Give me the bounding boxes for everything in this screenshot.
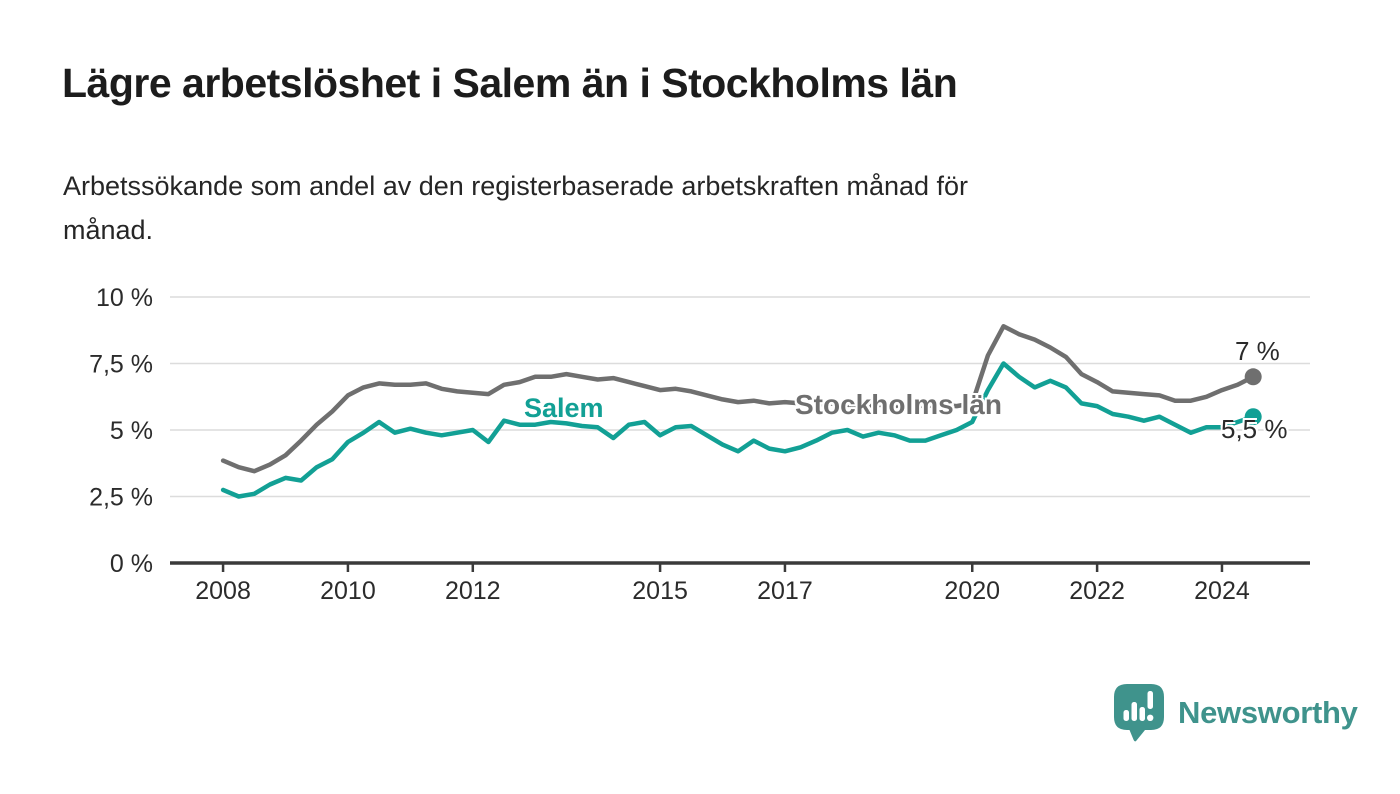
y-tick-label: 10 % bbox=[96, 284, 153, 312]
x-tick-label: 2008 bbox=[195, 577, 251, 605]
x-tick-label: 2010 bbox=[320, 577, 376, 605]
newsworthy-logo: Newsworthy bbox=[1113, 684, 1358, 742]
series-end-dot-salem bbox=[1244, 408, 1262, 426]
x-tick-label: 2015 bbox=[632, 577, 688, 605]
y-tick-label: 0 % bbox=[110, 550, 153, 578]
end-value-label-salem: 5,5 % bbox=[1221, 414, 1288, 444]
x-tick-label: 2022 bbox=[1069, 577, 1125, 605]
series-end-dot-stockholms-lan bbox=[1244, 368, 1262, 386]
y-tick-label: 5 % bbox=[110, 417, 153, 445]
x-tick-label: 2017 bbox=[757, 577, 813, 605]
y-tick-label: 7,5 % bbox=[89, 351, 153, 379]
page-title: Lägre arbetslöshet i Salem än i Stockhol… bbox=[62, 60, 958, 106]
x-tick-label: 2012 bbox=[445, 577, 501, 605]
brand-name: Newsworthy bbox=[1178, 695, 1358, 730]
y-tick-label: 2,5 % bbox=[89, 484, 153, 512]
end-value-label-stockholms-lan: 7 % bbox=[1235, 336, 1280, 366]
series-label-salem: Salem bbox=[524, 393, 604, 423]
x-tick-label: 2024 bbox=[1194, 577, 1250, 605]
x-tick-label: 2020 bbox=[944, 577, 1000, 605]
series-line-stockholms-lan bbox=[220, 324, 1256, 474]
series-line-salem bbox=[220, 361, 1256, 499]
series-label-stockholms-lan: Stockholms län bbox=[795, 389, 1002, 420]
chart-subtitle: Arbetssökande som andel av den registerb… bbox=[63, 171, 969, 245]
bar-chart-speech-bubble-icon bbox=[1114, 684, 1164, 742]
